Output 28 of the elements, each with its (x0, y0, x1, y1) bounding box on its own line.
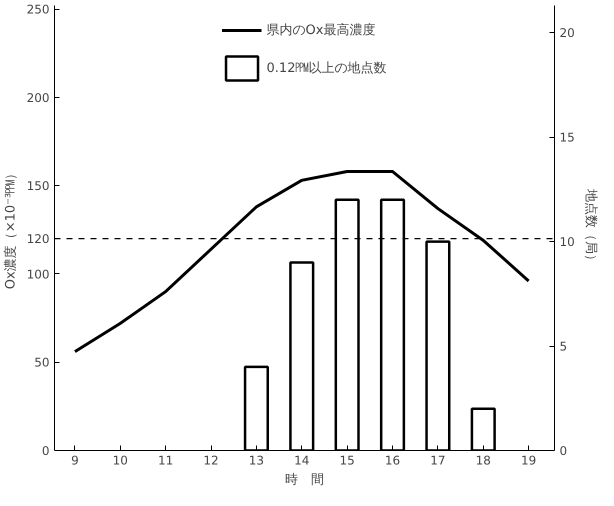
x-axis-title: 時 間 (285, 472, 324, 488)
y-tick-label: 0 (42, 444, 50, 458)
y2-tick-label: 15 (560, 130, 575, 145)
x-tick-label: 13 (248, 454, 264, 468)
x-tick-label: 14 (294, 454, 310, 468)
y-tick-label: 250 (26, 2, 50, 17)
x-tick-label: 9 (71, 454, 79, 468)
legend-label: 県内のOx最高濃度 (266, 22, 376, 39)
x-tick-label: 11 (158, 454, 174, 468)
y2-tick-label: 0 (560, 444, 568, 458)
x-tick-label: 18 (476, 454, 491, 468)
x-tick-label: 17 (430, 454, 446, 468)
x-tick-label: 15 (340, 454, 355, 468)
y2-tick-label: 20 (560, 26, 575, 40)
x-tick-label: 19 (521, 454, 536, 468)
y2-tick-label: 10 (560, 235, 575, 250)
x-tick-label: 10 (112, 454, 128, 468)
y-axis-title: Ox濃度（×10⁻³㏙） (2, 166, 19, 290)
x-tick-label: 16 (384, 454, 400, 468)
legend-label: 0.12㏙以上の地点数 (266, 60, 386, 77)
y-tick-label: 120 (26, 232, 50, 246)
y-tick-label: 100 (26, 267, 50, 282)
y2-axis-title: 地点数（局） (582, 188, 598, 267)
y-tick-label: 150 (26, 179, 50, 194)
y-tick-label: 200 (26, 90, 50, 105)
y-tick-label: 50 (34, 356, 50, 370)
x-tick-label: 12 (203, 454, 219, 468)
y2-tick-label: 5 (560, 340, 568, 354)
